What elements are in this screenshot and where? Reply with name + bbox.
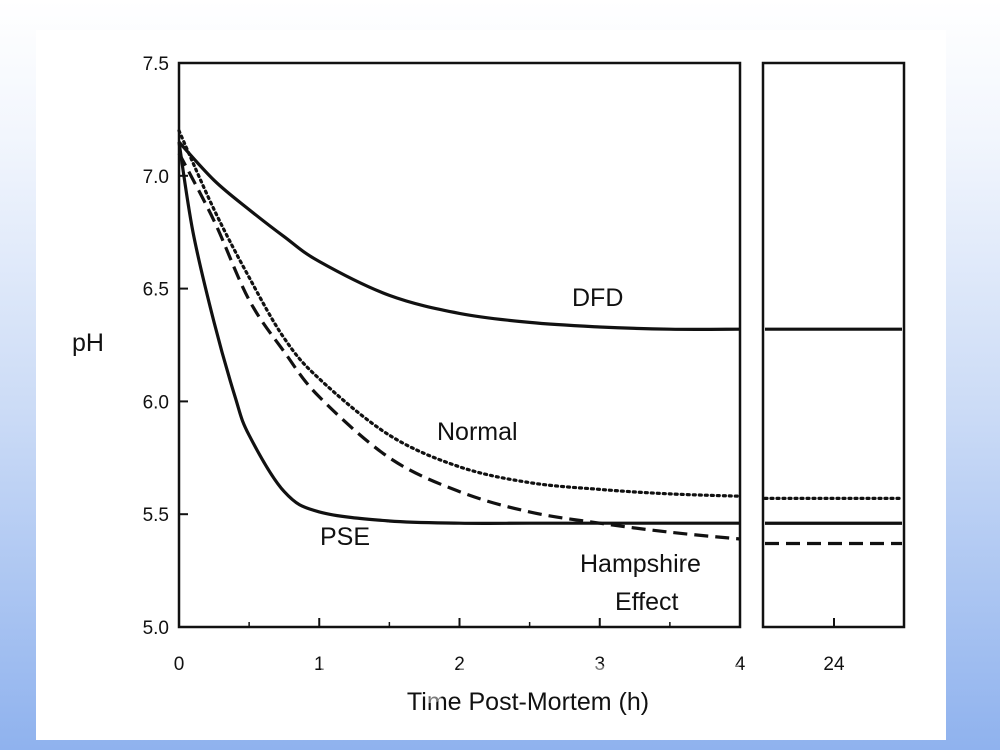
y-tick-label: 5.5 bbox=[143, 505, 169, 526]
y-axis-label: pH bbox=[72, 329, 104, 357]
x-tick-label: 0 bbox=[174, 654, 185, 675]
y-tick-label: 7.0 bbox=[143, 167, 169, 188]
x-tick-label-24: 24 bbox=[823, 654, 845, 675]
axis-ticks: 5.0 5.5 6.0 6.5 7.0 7.5 0 1 2 3 4 bbox=[143, 54, 835, 675]
series-label-hampshire-line1: Hampshire bbox=[580, 550, 701, 578]
y-tick-label: 6.0 bbox=[143, 392, 169, 413]
series-label-hampshire-line2: Effect bbox=[615, 588, 679, 616]
y-tick-label: 7.5 bbox=[143, 54, 169, 75]
x-tick-label: 4 bbox=[735, 654, 746, 675]
x-tick-label: 2 bbox=[454, 654, 465, 675]
series-line-dfd bbox=[177, 140, 741, 331]
series-label-normal: Normal bbox=[437, 418, 518, 446]
series-line-hampshire-effect bbox=[177, 152, 741, 541]
series-line-pse bbox=[177, 141, 740, 525]
watermark: wedlinydomowe.pl bbox=[237, 646, 764, 704]
main-plot-frame bbox=[177, 61, 742, 629]
series-label-pse: PSE bbox=[320, 523, 370, 551]
x-tick-label: 1 bbox=[314, 654, 325, 675]
chart-marks bbox=[177, 129, 904, 546]
y-tick-label: 5.0 bbox=[143, 618, 169, 639]
series-label-dfd: DFD bbox=[572, 284, 623, 312]
x-axis-label: Time Post-Mortem (h) bbox=[407, 688, 649, 716]
y-tick-label: 6.5 bbox=[143, 280, 169, 301]
x-tick-label: 3 bbox=[594, 654, 605, 675]
series-line-normal bbox=[177, 129, 742, 498]
